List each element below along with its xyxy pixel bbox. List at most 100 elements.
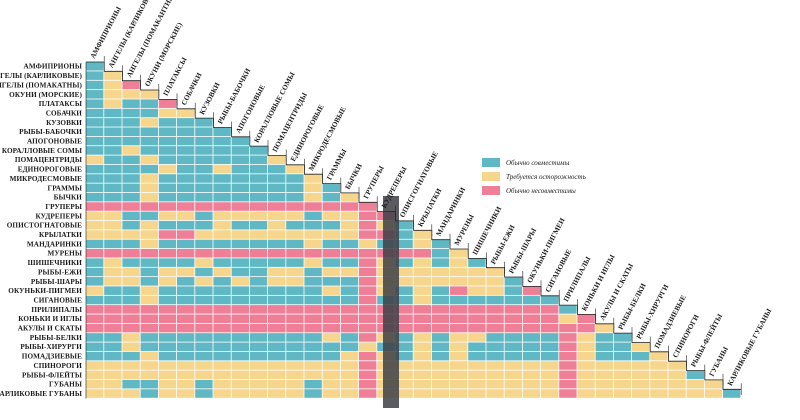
matrix-cell [522, 314, 541, 323]
matrix-cell [231, 267, 249, 277]
matrix-cell [195, 146, 213, 155]
matrix-cell [340, 249, 359, 258]
matrix-cell [595, 389, 613, 398]
matrix-cell [541, 379, 559, 389]
matrix-cell [559, 361, 577, 370]
matrix-cell [249, 370, 268, 380]
matrix-cell [268, 230, 286, 239]
matrix-cell [504, 277, 522, 286]
matrix-cell [249, 164, 268, 174]
legend-swatch [482, 186, 500, 195]
matrix-cell [158, 239, 177, 249]
matrix-cell [413, 295, 431, 305]
matrix-cell [158, 164, 177, 174]
matrix-cell [195, 174, 213, 183]
matrix-cell [195, 220, 213, 230]
matrix-cell [359, 220, 377, 230]
matrix-cell [431, 286, 450, 295]
matrix-cell [322, 351, 340, 361]
matrix-cell [231, 164, 249, 174]
matrix-cell [304, 220, 322, 230]
row-label: РЫБЫ-ФЛЕЙТЫ [22, 370, 82, 379]
matrix-cell [268, 202, 286, 211]
matrix-cell [431, 333, 450, 342]
matrix-cell [213, 174, 231, 183]
matrix-cell [195, 342, 213, 352]
matrix-cell [268, 164, 286, 174]
matrix-cell [359, 230, 377, 239]
matrix-cell [86, 361, 104, 370]
matrix-cell [359, 249, 377, 258]
matrix-cell [213, 192, 231, 202]
matrix-cell [632, 351, 650, 361]
matrix-cell [613, 333, 632, 342]
matrix-cell [86, 333, 104, 342]
matrix-cell [359, 361, 377, 370]
matrix-cell [140, 323, 158, 333]
matrix-cell [213, 183, 231, 193]
matrix-cell [213, 342, 231, 352]
matrix-cell [122, 333, 140, 342]
matrix-cell [522, 351, 541, 361]
matrix-cell [195, 239, 213, 249]
matrix-cell [249, 333, 268, 342]
matrix-cell [104, 333, 122, 342]
matrix-cell [650, 370, 668, 380]
matrix-cell [395, 277, 413, 286]
matrix-cell [395, 370, 413, 380]
matrix-cell [140, 146, 158, 155]
matrix-cell [431, 351, 450, 361]
matrix-cell [86, 192, 104, 202]
legend-label: Обычно несовместимы [506, 187, 576, 195]
matrix-cell [522, 379, 541, 389]
matrix-cell [122, 90, 140, 99]
matrix-cell [195, 305, 213, 314]
row-label: КОНЬКИ И ИГЛЫ [18, 315, 82, 323]
matrix-cell [158, 249, 177, 258]
matrix-cell [413, 258, 431, 267]
matrix-cell [249, 323, 268, 333]
matrix-cell [304, 286, 322, 295]
row-label: ОКУНИ (МОРСКИЕ) [9, 91, 82, 99]
matrix-cell [231, 342, 249, 352]
matrix-cell [104, 389, 122, 398]
matrix-cell [122, 305, 140, 314]
matrix-cell [322, 249, 340, 258]
matrix-cell [140, 267, 158, 277]
matrix-cell [322, 295, 340, 305]
matrix-cell [322, 258, 340, 267]
matrix-cell [104, 220, 122, 230]
matrix-cell [268, 192, 286, 202]
matrix-cell [286, 323, 304, 333]
matrix-cell [322, 267, 340, 277]
matrix-cell [268, 183, 286, 193]
matrix-cell [468, 267, 486, 277]
matrix-cell [104, 99, 122, 108]
legend-label: Требуется осторожность [506, 173, 586, 181]
matrix-cell [268, 267, 286, 277]
row-label: ПОМАЦЕНТРИДЫ [15, 156, 82, 164]
matrix-cell [268, 361, 286, 370]
row-label: ГРУПЕРЫ [45, 203, 82, 211]
matrix-cell [468, 370, 486, 380]
matrix-cell [249, 277, 268, 286]
matrix-cell [322, 361, 340, 370]
matrix-cell [322, 333, 340, 342]
matrix-cell [122, 192, 140, 202]
matrix-cell [158, 333, 177, 342]
matrix-cell [122, 174, 140, 183]
matrix-cell [86, 108, 104, 118]
matrix-cell [486, 342, 504, 352]
row-label: МИКРОДЕСМОВЫЕ [10, 175, 83, 183]
matrix-cell [468, 361, 486, 370]
matrix-cell [304, 342, 322, 352]
matrix-cell [213, 286, 231, 295]
matrix-cell [122, 295, 140, 305]
matrix-cell [86, 370, 104, 380]
matrix-cell [195, 361, 213, 370]
matrix-cell [231, 361, 249, 370]
matrix-cell [413, 379, 431, 389]
matrix-cell [468, 351, 486, 361]
matrix-cell [486, 295, 504, 305]
matrix-cell [541, 342, 559, 352]
